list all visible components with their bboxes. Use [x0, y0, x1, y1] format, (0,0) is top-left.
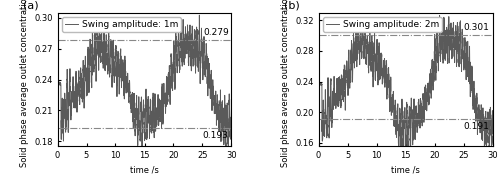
- Line: Swing amplitude: 2m: Swing amplitude: 2m: [318, 16, 492, 161]
- Text: 0.301: 0.301: [464, 23, 489, 32]
- Text: 0.193: 0.193: [203, 131, 228, 140]
- Text: 0.191: 0.191: [464, 122, 489, 131]
- Y-axis label: Solid phase average outlet concentration: Solid phase average outlet concentration: [280, 0, 289, 167]
- Legend: Swing amplitude: 2m: Swing amplitude: 2m: [323, 17, 442, 32]
- Swing amplitude: 1m: (14.6, 0.178): 1m: (14.6, 0.178): [139, 143, 145, 145]
- Swing amplitude: 2m: (20.9, 0.326): 2m: (20.9, 0.326): [436, 14, 442, 17]
- Swing amplitude: 2m: (14.6, 0.164): 2m: (14.6, 0.164): [400, 138, 406, 140]
- Text: 0.279: 0.279: [203, 28, 228, 37]
- Swing amplitude: 2m: (23.6, 0.305): 2m: (23.6, 0.305): [452, 31, 458, 33]
- Swing amplitude: 1m: (29.1, 0.203): 1m: (29.1, 0.203): [224, 117, 230, 119]
- Swing amplitude: 2m: (29.4, 0.136): 2m: (29.4, 0.136): [486, 160, 492, 162]
- Swing amplitude: 2m: (30, 0.182): 2m: (30, 0.182): [490, 125, 496, 127]
- X-axis label: time /s: time /s: [130, 166, 159, 175]
- Swing amplitude: 2m: (29.1, 0.181): 2m: (29.1, 0.181): [484, 125, 490, 128]
- Swing amplitude: 1m: (1.53, 0.208): 1m: (1.53, 0.208): [64, 111, 70, 113]
- Swing amplitude: 1m: (13.8, 0.183): 1m: (13.8, 0.183): [134, 137, 140, 140]
- Y-axis label: Solid phase average outlet concentration: Solid phase average outlet concentration: [20, 0, 28, 167]
- Swing amplitude: 2m: (1.53, 0.196): 2m: (1.53, 0.196): [324, 114, 330, 116]
- Line: Swing amplitude: 1m: Swing amplitude: 1m: [58, 15, 232, 152]
- Text: (a): (a): [22, 0, 38, 10]
- Text: (b): (b): [284, 0, 300, 10]
- Legend: Swing amplitude: 1m: Swing amplitude: 1m: [62, 17, 181, 32]
- Swing amplitude: 1m: (29.2, 0.202): 1m: (29.2, 0.202): [224, 117, 230, 120]
- Swing amplitude: 2m: (0, 0.236): 2m: (0, 0.236): [316, 83, 322, 86]
- Swing amplitude: 1m: (23.6, 0.283): 1m: (23.6, 0.283): [192, 34, 198, 36]
- X-axis label: time /s: time /s: [391, 166, 420, 175]
- Swing amplitude: 1m: (14.6, 0.17): 1m: (14.6, 0.17): [139, 151, 145, 153]
- Swing amplitude: 1m: (0, 0.236): 1m: (0, 0.236): [54, 83, 60, 85]
- Swing amplitude: 2m: (13.8, 0.16): 2m: (13.8, 0.16): [396, 142, 402, 144]
- Swing amplitude: 2m: (29.1, 0.185): 2m: (29.1, 0.185): [484, 123, 490, 125]
- Swing amplitude: 1m: (24.5, 0.303): 1m: (24.5, 0.303): [196, 14, 202, 16]
- Swing amplitude: 1m: (30, 0.21): 1m: (30, 0.21): [228, 109, 234, 111]
